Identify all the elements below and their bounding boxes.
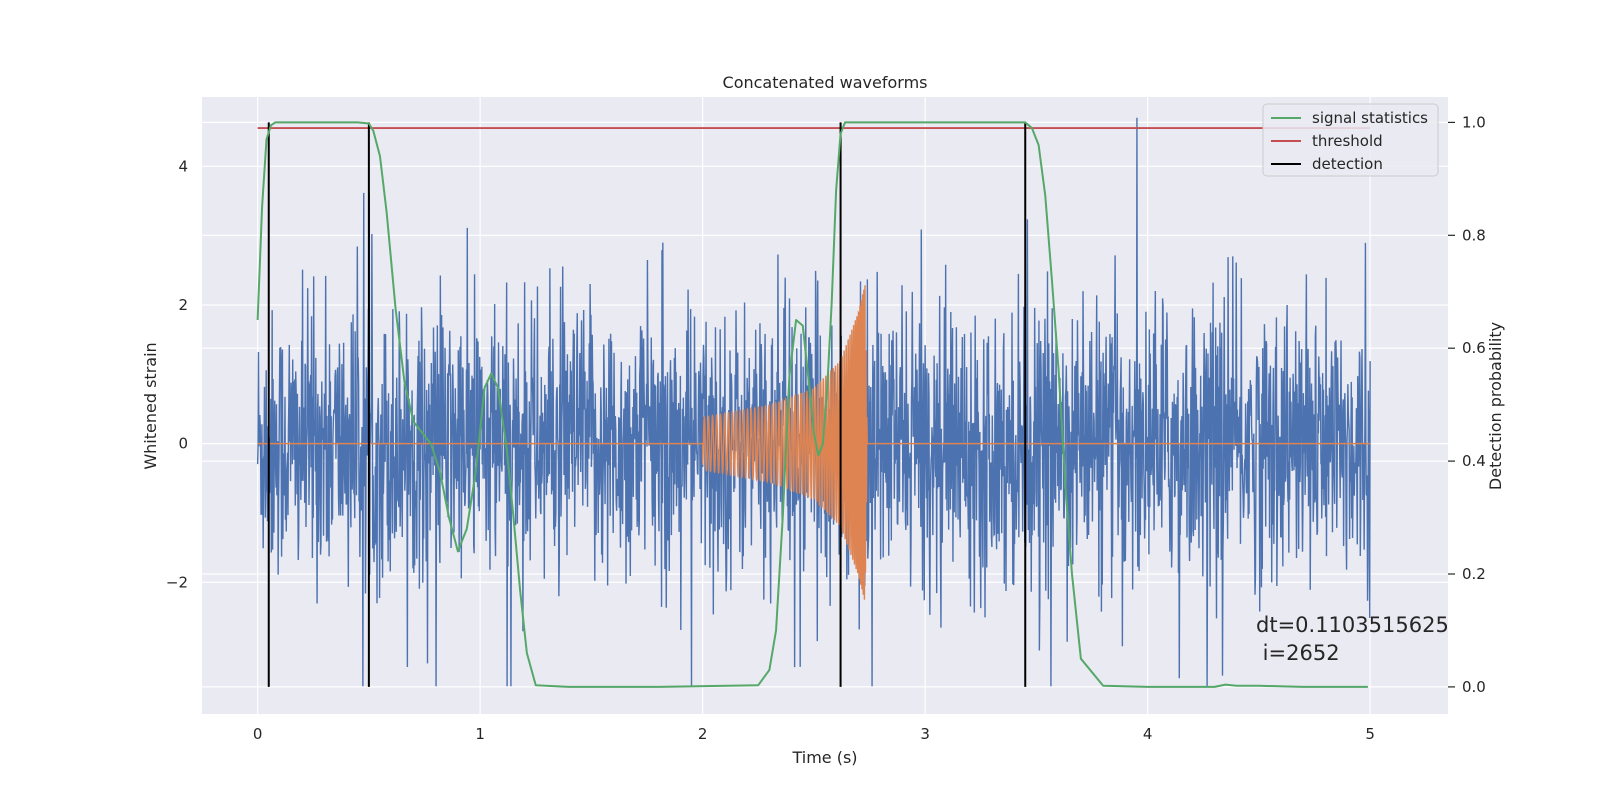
y-tick-label: 2 xyxy=(178,296,188,314)
y-tick-label: 4 xyxy=(178,157,188,175)
series-signal-statistics-line xyxy=(256,121,1368,688)
ticks-layer: 0 1 2 3 4 5 −2 0 2 4 0.0 0.2 0.4 0.6 0.8 1.0 xyxy=(166,113,1486,743)
y-tick-label: −2 xyxy=(166,573,188,591)
x-tick-label: 4 xyxy=(1143,725,1153,743)
y2-tick-label: 0.2 xyxy=(1462,565,1486,583)
legend-label: threshold xyxy=(1312,132,1383,150)
legend: signal statistics threshold detection xyxy=(1262,103,1439,177)
y2-tick-label: 1.0 xyxy=(1462,113,1486,131)
legend-label: detection xyxy=(1312,155,1383,173)
annotation-dt: dt=0.1103515625 xyxy=(1256,613,1449,637)
x-tick-label: 0 xyxy=(253,725,263,743)
x-axis-label: Time (s) xyxy=(791,748,857,767)
series-layer xyxy=(256,117,1371,688)
y-tick-label: 0 xyxy=(178,435,188,453)
y2-tick-label: 0.4 xyxy=(1462,452,1486,470)
y2-tick-label: 0.8 xyxy=(1462,226,1486,244)
x-tick-label: 3 xyxy=(920,725,930,743)
y2-tick-label: 0.6 xyxy=(1462,339,1486,357)
y2-axis-label: Detection probability xyxy=(1486,322,1505,490)
y2-tick-label: 0.0 xyxy=(1462,678,1486,696)
x-tick-label: 2 xyxy=(698,725,708,743)
x-tick-label: 1 xyxy=(475,725,485,743)
annotation-i: i=2652 xyxy=(1256,641,1340,665)
legend-box xyxy=(1262,103,1439,177)
legend-label: signal statistics xyxy=(1312,109,1428,127)
chart-title: Concatenated waveforms xyxy=(723,73,928,92)
y-axis-label: Whitened strain xyxy=(141,342,160,469)
x-tick-label: 5 xyxy=(1365,725,1375,743)
